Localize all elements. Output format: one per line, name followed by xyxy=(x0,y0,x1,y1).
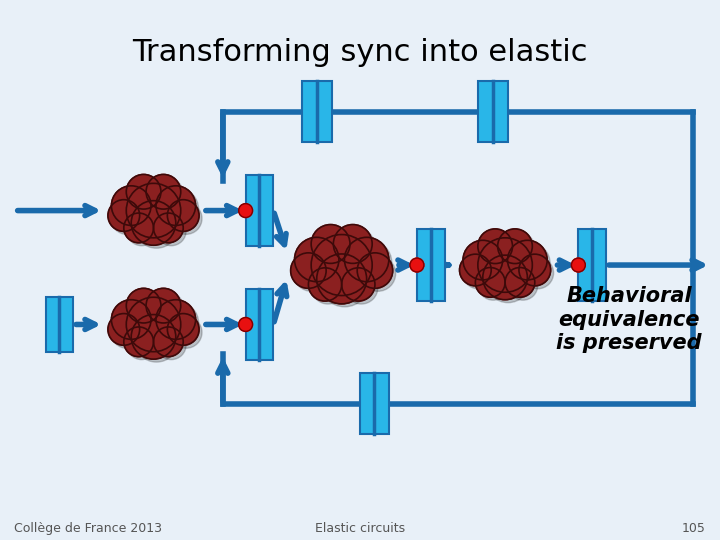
Circle shape xyxy=(462,257,494,289)
FancyBboxPatch shape xyxy=(359,373,390,434)
Circle shape xyxy=(156,216,186,246)
Circle shape xyxy=(153,213,183,243)
Circle shape xyxy=(333,225,372,264)
Circle shape xyxy=(348,240,392,285)
Circle shape xyxy=(314,227,353,266)
Circle shape xyxy=(320,257,369,307)
Circle shape xyxy=(130,291,164,326)
Circle shape xyxy=(127,330,156,360)
Circle shape xyxy=(478,271,508,300)
Circle shape xyxy=(111,202,143,234)
Circle shape xyxy=(126,174,161,209)
Circle shape xyxy=(108,200,140,231)
Circle shape xyxy=(156,330,186,360)
Circle shape xyxy=(294,237,339,282)
Circle shape xyxy=(478,229,513,264)
Circle shape xyxy=(410,258,424,272)
Circle shape xyxy=(345,271,378,304)
Circle shape xyxy=(149,178,184,212)
Circle shape xyxy=(466,243,505,283)
Circle shape xyxy=(167,314,199,345)
Circle shape xyxy=(114,303,154,342)
Circle shape xyxy=(156,300,196,339)
Circle shape xyxy=(126,297,181,352)
Circle shape xyxy=(500,232,535,267)
Circle shape xyxy=(486,258,531,303)
Circle shape xyxy=(167,200,199,231)
Circle shape xyxy=(314,238,375,299)
Circle shape xyxy=(475,267,505,297)
Circle shape xyxy=(294,256,329,291)
Circle shape xyxy=(111,316,143,348)
Circle shape xyxy=(360,256,396,291)
Circle shape xyxy=(146,174,181,209)
Text: Collège de France 2013: Collège de France 2013 xyxy=(14,522,163,535)
Circle shape xyxy=(336,227,375,266)
Circle shape xyxy=(291,253,326,288)
Circle shape xyxy=(126,288,161,323)
FancyBboxPatch shape xyxy=(578,230,606,301)
Circle shape xyxy=(311,271,345,304)
Circle shape xyxy=(342,268,375,301)
Circle shape xyxy=(171,202,202,234)
Circle shape xyxy=(130,300,184,355)
Circle shape xyxy=(522,257,554,289)
Circle shape xyxy=(131,201,176,245)
FancyBboxPatch shape xyxy=(478,81,508,142)
Circle shape xyxy=(134,318,179,362)
Text: 105: 105 xyxy=(682,522,706,535)
Circle shape xyxy=(463,240,503,280)
Circle shape xyxy=(159,189,199,228)
Circle shape xyxy=(112,300,151,339)
Circle shape xyxy=(498,229,532,264)
Circle shape xyxy=(149,291,184,326)
FancyBboxPatch shape xyxy=(246,175,274,246)
Circle shape xyxy=(481,241,535,295)
Circle shape xyxy=(112,186,151,225)
Circle shape xyxy=(508,240,547,280)
Circle shape xyxy=(108,314,140,345)
Circle shape xyxy=(124,213,153,243)
Circle shape xyxy=(156,186,196,225)
Circle shape xyxy=(124,327,153,356)
Circle shape xyxy=(131,315,176,359)
Circle shape xyxy=(478,238,532,292)
Text: Elastic circuits: Elastic circuits xyxy=(315,522,405,535)
Circle shape xyxy=(134,204,179,248)
Circle shape xyxy=(153,327,183,356)
Circle shape xyxy=(519,254,551,286)
Circle shape xyxy=(357,253,392,288)
FancyBboxPatch shape xyxy=(45,297,73,352)
Circle shape xyxy=(483,255,527,300)
Circle shape xyxy=(238,318,253,332)
Circle shape xyxy=(238,204,253,218)
Circle shape xyxy=(317,254,366,304)
Circle shape xyxy=(297,240,342,285)
FancyBboxPatch shape xyxy=(302,81,332,142)
Circle shape xyxy=(130,186,184,241)
Circle shape xyxy=(510,243,550,283)
Circle shape xyxy=(171,316,202,348)
Circle shape xyxy=(311,234,372,295)
Circle shape xyxy=(505,267,535,297)
Circle shape xyxy=(127,216,156,246)
FancyBboxPatch shape xyxy=(246,289,274,360)
Circle shape xyxy=(126,184,181,238)
Circle shape xyxy=(481,232,516,267)
Circle shape xyxy=(130,178,164,212)
Circle shape xyxy=(311,225,350,264)
Circle shape xyxy=(114,189,154,228)
Circle shape xyxy=(459,254,491,286)
Circle shape xyxy=(146,288,181,323)
Text: Transforming sync into elastic: Transforming sync into elastic xyxy=(132,38,588,67)
Text: Behavioral
equivalence
is preserved: Behavioral equivalence is preserved xyxy=(556,286,702,353)
Circle shape xyxy=(308,268,342,301)
Circle shape xyxy=(508,271,538,300)
Circle shape xyxy=(344,237,389,282)
Circle shape xyxy=(572,258,585,272)
FancyBboxPatch shape xyxy=(417,230,445,301)
Circle shape xyxy=(159,303,199,342)
